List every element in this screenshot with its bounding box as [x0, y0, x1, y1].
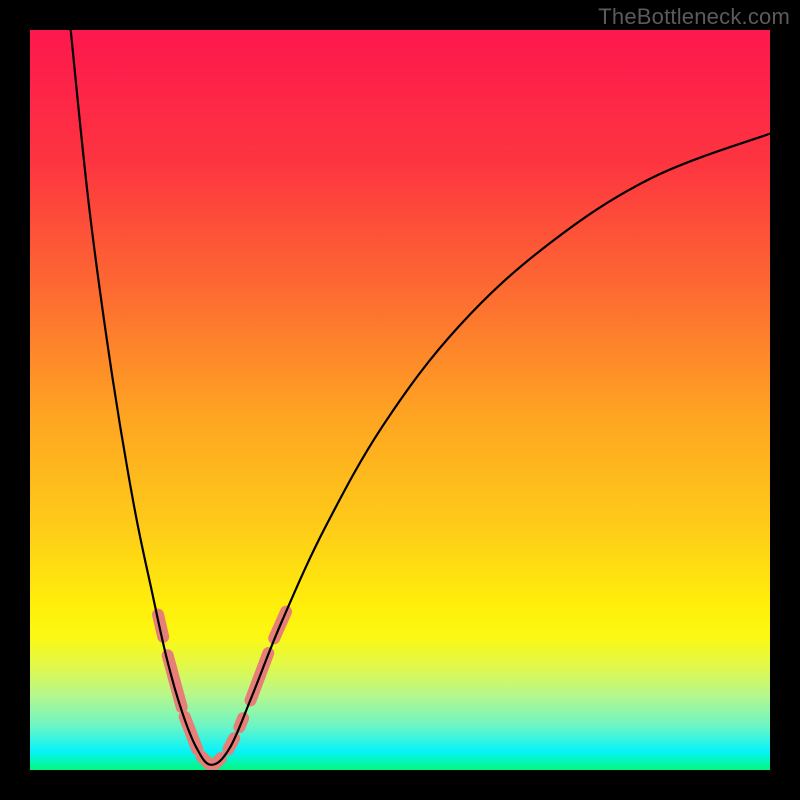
- chart-container: TheBottleneck.com: [0, 0, 800, 800]
- plot-area: [30, 30, 770, 770]
- marker-segment: [168, 655, 182, 707]
- bottleneck-curve: [71, 30, 770, 765]
- curve-layer: [30, 30, 770, 770]
- watermark-text: TheBottleneck.com: [598, 4, 790, 30]
- marker-series: [158, 612, 286, 764]
